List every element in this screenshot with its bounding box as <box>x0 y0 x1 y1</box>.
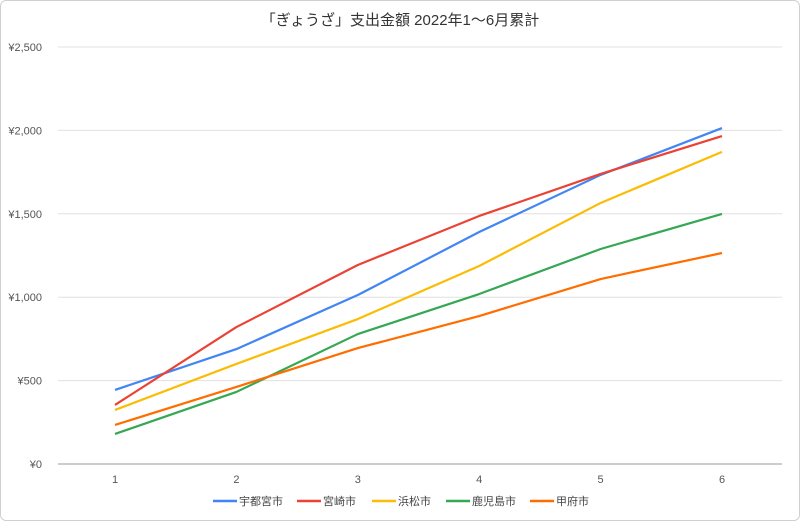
x-tick-label: 5 <box>598 474 604 486</box>
legend-item: 宇都宮市 <box>213 494 283 508</box>
series-line <box>114 150 723 411</box>
legend-label: 鹿児島市 <box>472 494 516 508</box>
y-tick-label: ¥1,500 <box>7 209 42 221</box>
y-tick-label: ¥1,000 <box>7 292 42 304</box>
y-tick-label: ¥0 <box>29 459 42 471</box>
x-tick-label: 6 <box>719 474 725 486</box>
y-tick-label: ¥2,500 <box>7 42 42 54</box>
legend-label: 宇都宮市 <box>239 494 283 508</box>
x-tick-label: 4 <box>476 474 482 486</box>
series-line <box>114 127 723 391</box>
series-line <box>114 251 723 427</box>
legend-label: 甲府市 <box>556 494 589 508</box>
legend-label: 宮崎市 <box>323 494 356 508</box>
chart-title: 「ぎょうざ」支出金額 2022年1〜6月累計 <box>261 11 539 29</box>
legend-item: 浜松市 <box>372 494 431 508</box>
legend-item: 鹿児島市 <box>446 494 516 508</box>
x-tick-label: 2 <box>233 474 239 486</box>
x-tick-label: 1 <box>112 474 118 486</box>
series-line <box>114 135 723 406</box>
legend-item: 宮崎市 <box>297 494 356 508</box>
y-tick-label: ¥2,000 <box>7 125 42 137</box>
legend-label: 浜松市 <box>398 494 431 508</box>
legend-item: 甲府市 <box>530 494 589 508</box>
x-tick-label: 3 <box>355 474 361 486</box>
y-tick-label: ¥500 <box>17 376 42 388</box>
series-line <box>114 212 723 436</box>
